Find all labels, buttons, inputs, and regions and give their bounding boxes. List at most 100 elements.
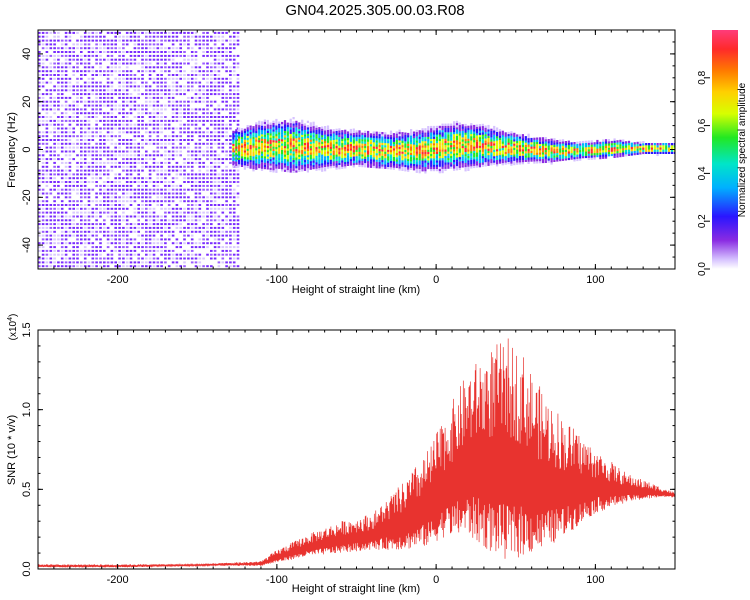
spectrogram-cell — [190, 261, 194, 264]
spectrogram-cell — [141, 177, 144, 180]
spectrogram-cell — [493, 153, 496, 157]
spectrogram-cell — [145, 226, 148, 229]
spectrogram-cell — [148, 196, 152, 199]
spectrogram-cell — [410, 154, 413, 158]
spectrogram-cell — [501, 137, 504, 140]
spectrogram-cell — [133, 196, 137, 199]
spectrogram-cell — [202, 215, 205, 218]
spectrogram-cell — [110, 234, 114, 237]
spectrogram-cell — [148, 62, 152, 65]
spectrogram-cell — [238, 157, 241, 160]
spectrogram-cell — [432, 153, 436, 157]
spectrogram-cell — [76, 223, 79, 226]
spectrogram-cell — [232, 207, 236, 210]
spectrogram-cell — [38, 139, 41, 141]
spectrogram-cell — [292, 138, 295, 141]
spectrogram-cell — [160, 234, 163, 237]
spectrogram-cell — [125, 77, 129, 80]
spectrogram-cell — [103, 47, 106, 50]
spectrogram-cell — [118, 246, 121, 249]
spectrogram-cell — [444, 142, 447, 146]
spectrogram-cell — [156, 131, 160, 134]
spectrogram-cell — [125, 74, 129, 76]
spectrogram-cell — [80, 39, 83, 42]
spectrogram-cell — [72, 150, 75, 153]
spectrogram-cell — [375, 166, 378, 169]
spectrogram-cell — [183, 51, 186, 53]
spectrogram-cell — [137, 188, 140, 191]
spectrogram-cell — [53, 62, 56, 65]
chart-title: GN04.2025.305.00.03.R08 — [285, 2, 465, 19]
spectrogram-cell — [133, 230, 137, 233]
spectrogram-cell — [295, 157, 298, 160]
spectrogram-cell — [202, 62, 205, 65]
spectrogram-cell — [332, 165, 335, 168]
spectrogram-cell — [496, 134, 499, 137]
spectrogram-cell — [467, 138, 470, 141]
spectrogram-cell — [175, 35, 179, 38]
spectrogram-cell — [301, 121, 304, 125]
spectrogram-cell — [213, 207, 217, 210]
spectrogram-cell — [235, 155, 238, 158]
spectrogram-cell — [338, 136, 341, 140]
spectrogram-cell — [355, 138, 358, 142]
spectrogram-cell — [275, 166, 278, 169]
spectrogram-cell — [72, 131, 75, 134]
spectrogram-cell — [329, 133, 332, 137]
spectrogram-cell — [412, 159, 416, 162]
spectrogram-cell — [507, 144, 510, 147]
spectrogram-cell — [246, 144, 249, 147]
spectrogram-cell — [217, 58, 221, 61]
spectrogram-cell — [198, 47, 202, 50]
spectrogram-cell — [187, 242, 190, 245]
spectrogram-cell — [432, 149, 436, 152]
spectrogram-cell — [171, 116, 175, 118]
spectrogram-cell — [99, 43, 102, 46]
spectrogram-cell — [141, 39, 144, 42]
spectrogram-cell — [38, 96, 41, 99]
spectrogram-cell — [301, 128, 304, 131]
spectrogram-cell — [206, 85, 209, 88]
spectrogram-cell — [324, 134, 327, 137]
spectrogram-cell — [407, 165, 410, 168]
spectrogram-cell — [76, 89, 79, 92]
spectrogram-cell — [206, 177, 209, 180]
spectrogram-cell — [133, 104, 137, 107]
spectrogram-cell — [152, 169, 156, 172]
spectrogram-cell — [179, 119, 182, 122]
spectrogram-cell — [118, 188, 121, 191]
spectrogram-cell — [160, 223, 163, 226]
spectrogram-cell — [246, 137, 249, 141]
spectrogram-cell — [125, 249, 129, 252]
spectrogram-cell — [461, 124, 464, 127]
spectrogram-cell — [194, 192, 198, 195]
spectrogram-cell — [263, 138, 266, 142]
spectrogram-cell — [64, 177, 68, 180]
spectrogram-cell — [332, 129, 335, 132]
spectrogram-cell — [148, 249, 152, 252]
spectrogram-cell — [194, 119, 198, 122]
spectrogram-cell — [229, 192, 232, 195]
spectrogram-cell — [513, 143, 516, 146]
spectrogram-cell — [536, 137, 539, 140]
spectrogram-cell — [129, 257, 133, 260]
spectrogram-cell — [68, 184, 72, 187]
spectrogram-cell — [202, 230, 205, 233]
spectrogram-cell — [404, 169, 407, 172]
spectrogram-cell — [225, 169, 228, 172]
spectrogram-cell — [106, 47, 110, 50]
spectrogram-cell — [387, 153, 390, 157]
spectrogram-cell — [292, 132, 295, 135]
spectrogram-cell — [57, 35, 60, 38]
spectrogram-cell — [145, 261, 148, 264]
spectrogram-cell — [148, 230, 152, 233]
spectrogram-cell — [453, 131, 456, 135]
spectrogram-cell — [68, 249, 72, 252]
spectrogram-cell — [60, 116, 64, 118]
spectrogram-cell — [198, 184, 202, 187]
spectrogram-cell — [341, 164, 344, 167]
spectrogram-cell — [332, 137, 335, 140]
spectrogram-cell — [398, 136, 401, 139]
spectrogram-cell — [110, 70, 114, 73]
spectrogram-cell — [412, 153, 416, 156]
